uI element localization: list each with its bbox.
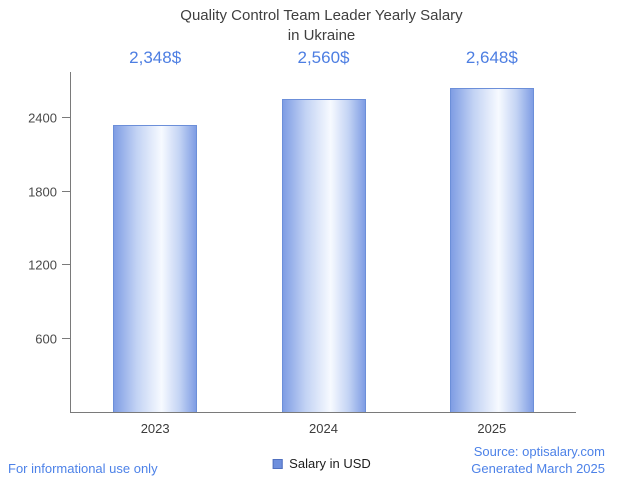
generated-text: Generated March 2025 [471,461,605,477]
x-axis-label: 2024 [309,421,338,436]
bar [281,98,366,412]
y-tick-label: 2400 [28,110,57,126]
y-tick-mark [62,117,70,119]
y-tick-label: 1800 [28,184,57,200]
bar-value-label: 2,648$ [465,48,518,67]
chart-title: Quality Control Team Leader Yearly Salar… [0,6,643,45]
y-tick-mark [62,337,70,339]
legend-label: Salary in USD [289,456,371,471]
bar-value-label: 2,348$ [129,48,182,67]
legend-swatch-icon [272,458,283,469]
bar [449,88,534,412]
chart-title-line-1: Quality Control Team Leader Yearly Salar… [180,7,463,24]
disclaimer-text: For informational use only [8,461,158,476]
x-axis-label: 2023 [140,421,170,436]
y-tick-mark [62,190,70,192]
source-text: Source: optisalary.com [473,444,605,460]
y-tick-label: 600 [35,331,57,347]
chart-title-line-2: in Ukraine [287,26,356,44]
legend: Salary in USD [272,456,371,471]
source-block: Source: optisalary.com Generated March 2… [471,444,605,478]
y-tick-mark [62,264,70,266]
bar-value-label: 2,560$ [297,48,350,67]
y-tick-label: 1200 [28,257,57,273]
x-axis-label: 2025 [477,421,507,436]
plot-area: 600 1200 1800 2400 2,348$ 2023 2,560$ 2024 2,648… [28,48,576,436]
bar [113,124,198,412]
